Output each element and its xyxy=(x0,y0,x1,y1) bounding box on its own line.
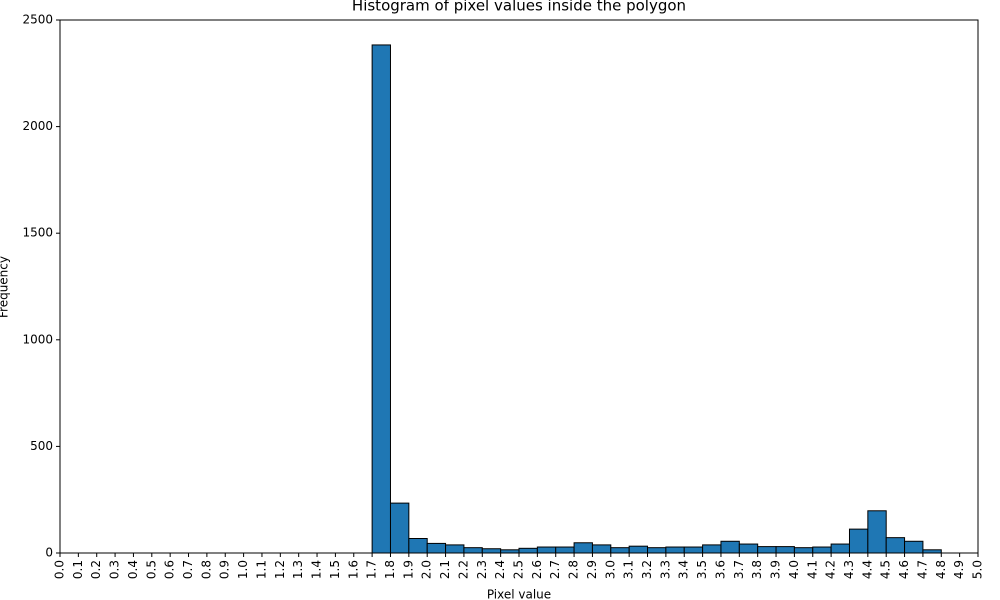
x-tick-label: 4.4 xyxy=(860,560,874,579)
bar xyxy=(463,547,483,554)
plot-frame xyxy=(59,19,979,554)
bar xyxy=(702,544,722,554)
y-tick-label: 1500 xyxy=(22,226,53,240)
x-tick-label: 0.5 xyxy=(144,560,158,579)
bar xyxy=(848,528,869,554)
x-tick-label: 1.3 xyxy=(291,560,305,579)
x-tick-label: 1.4 xyxy=(310,560,324,579)
chart-title: Histogram of pixel values inside the pol… xyxy=(352,0,686,15)
x-tick-label: 0.7 xyxy=(181,560,195,579)
bar xyxy=(904,540,924,554)
bar xyxy=(389,502,410,554)
bar xyxy=(536,546,557,554)
y-tick-label: 2000 xyxy=(22,119,53,133)
y-tick-label: 500 xyxy=(30,439,53,453)
x-tick-label: 2.8 xyxy=(567,560,581,579)
bar xyxy=(426,542,447,554)
bar xyxy=(830,543,850,554)
bar xyxy=(518,547,538,554)
x-tick-label: 2.1 xyxy=(438,560,452,579)
x-tick-label: 1.9 xyxy=(401,560,415,579)
x-tick-label: 3.6 xyxy=(713,560,727,579)
bar xyxy=(481,548,502,554)
x-tick-label: 4.6 xyxy=(897,560,911,579)
x-tick-label: 2.5 xyxy=(512,560,526,579)
x-tick-label: 1.7 xyxy=(365,560,379,579)
x-tick-label: 0.9 xyxy=(218,560,232,579)
x-tick-label: 0.6 xyxy=(163,560,177,579)
x-tick-label: 0.0 xyxy=(53,560,67,579)
x-tick-label: 2.6 xyxy=(530,560,544,579)
x-tick-label: 2.3 xyxy=(475,560,489,579)
bar xyxy=(610,547,630,554)
bar xyxy=(885,537,906,554)
x-tick-label: 0.3 xyxy=(108,560,122,579)
x-tick-label: 4.5 xyxy=(879,560,893,579)
x-tick-label: 3.0 xyxy=(603,560,617,579)
x-tick-label: 1.2 xyxy=(273,560,287,579)
bar xyxy=(775,546,795,554)
bar xyxy=(573,542,593,554)
y-axis-label: Frequency xyxy=(0,256,11,318)
x-tick-label: 3.1 xyxy=(622,560,636,579)
x-tick-label: 2.7 xyxy=(548,560,562,579)
x-tick-label: 4.3 xyxy=(842,560,856,579)
x-tick-label: 3.9 xyxy=(769,560,783,579)
x-tick-label: 1.0 xyxy=(236,560,250,579)
x-tick-label: 3.8 xyxy=(750,560,764,579)
bar xyxy=(812,546,832,554)
x-tick-label: 3.2 xyxy=(640,560,654,579)
bar xyxy=(665,546,685,554)
bar xyxy=(683,546,704,554)
x-tick-label: 4.2 xyxy=(824,560,838,579)
bar xyxy=(647,547,667,554)
x-tick-label: 1.5 xyxy=(328,560,342,579)
x-axis-label: Pixel value xyxy=(487,588,551,600)
x-tick-label: 3.3 xyxy=(658,560,672,579)
x-tick-label: 1.8 xyxy=(383,560,397,579)
x-tick-label: 3.7 xyxy=(732,560,746,579)
x-tick-label: 2.0 xyxy=(420,560,434,579)
bar xyxy=(628,545,649,554)
x-tick-label: 1.6 xyxy=(346,560,360,579)
x-tick-label: 0.1 xyxy=(71,560,85,579)
x-tick-label: 3.4 xyxy=(677,560,691,579)
bar xyxy=(445,544,465,554)
bar xyxy=(591,544,612,554)
bar xyxy=(555,546,575,554)
bar xyxy=(793,547,814,554)
bar xyxy=(371,44,391,554)
x-tick-label: 2.9 xyxy=(585,560,599,579)
x-tick-label: 1.1 xyxy=(254,560,268,579)
y-tick-label: 1000 xyxy=(22,332,53,346)
x-tick-label: 0.8 xyxy=(199,560,213,579)
x-tick-label: 4.9 xyxy=(952,560,966,579)
x-tick-label: 4.8 xyxy=(934,560,948,579)
x-tick-label: 5.0 xyxy=(971,560,985,579)
bar xyxy=(408,538,428,554)
x-tick-label: 4.7 xyxy=(915,560,929,579)
x-tick-label: 0.4 xyxy=(126,560,140,579)
x-tick-label: 2.4 xyxy=(493,560,507,579)
x-tick-label: 3.5 xyxy=(695,560,709,579)
bar xyxy=(867,510,887,554)
x-tick-label: 4.0 xyxy=(787,560,801,579)
x-tick-label: 4.1 xyxy=(805,560,819,579)
bar xyxy=(738,543,759,554)
y-tick-label: 2500 xyxy=(22,13,53,27)
y-tick-label: 0 xyxy=(45,546,53,560)
bar xyxy=(720,540,740,554)
bar xyxy=(757,546,777,554)
x-tick-label: 0.2 xyxy=(89,560,103,579)
x-tick-label: 2.2 xyxy=(456,560,470,579)
